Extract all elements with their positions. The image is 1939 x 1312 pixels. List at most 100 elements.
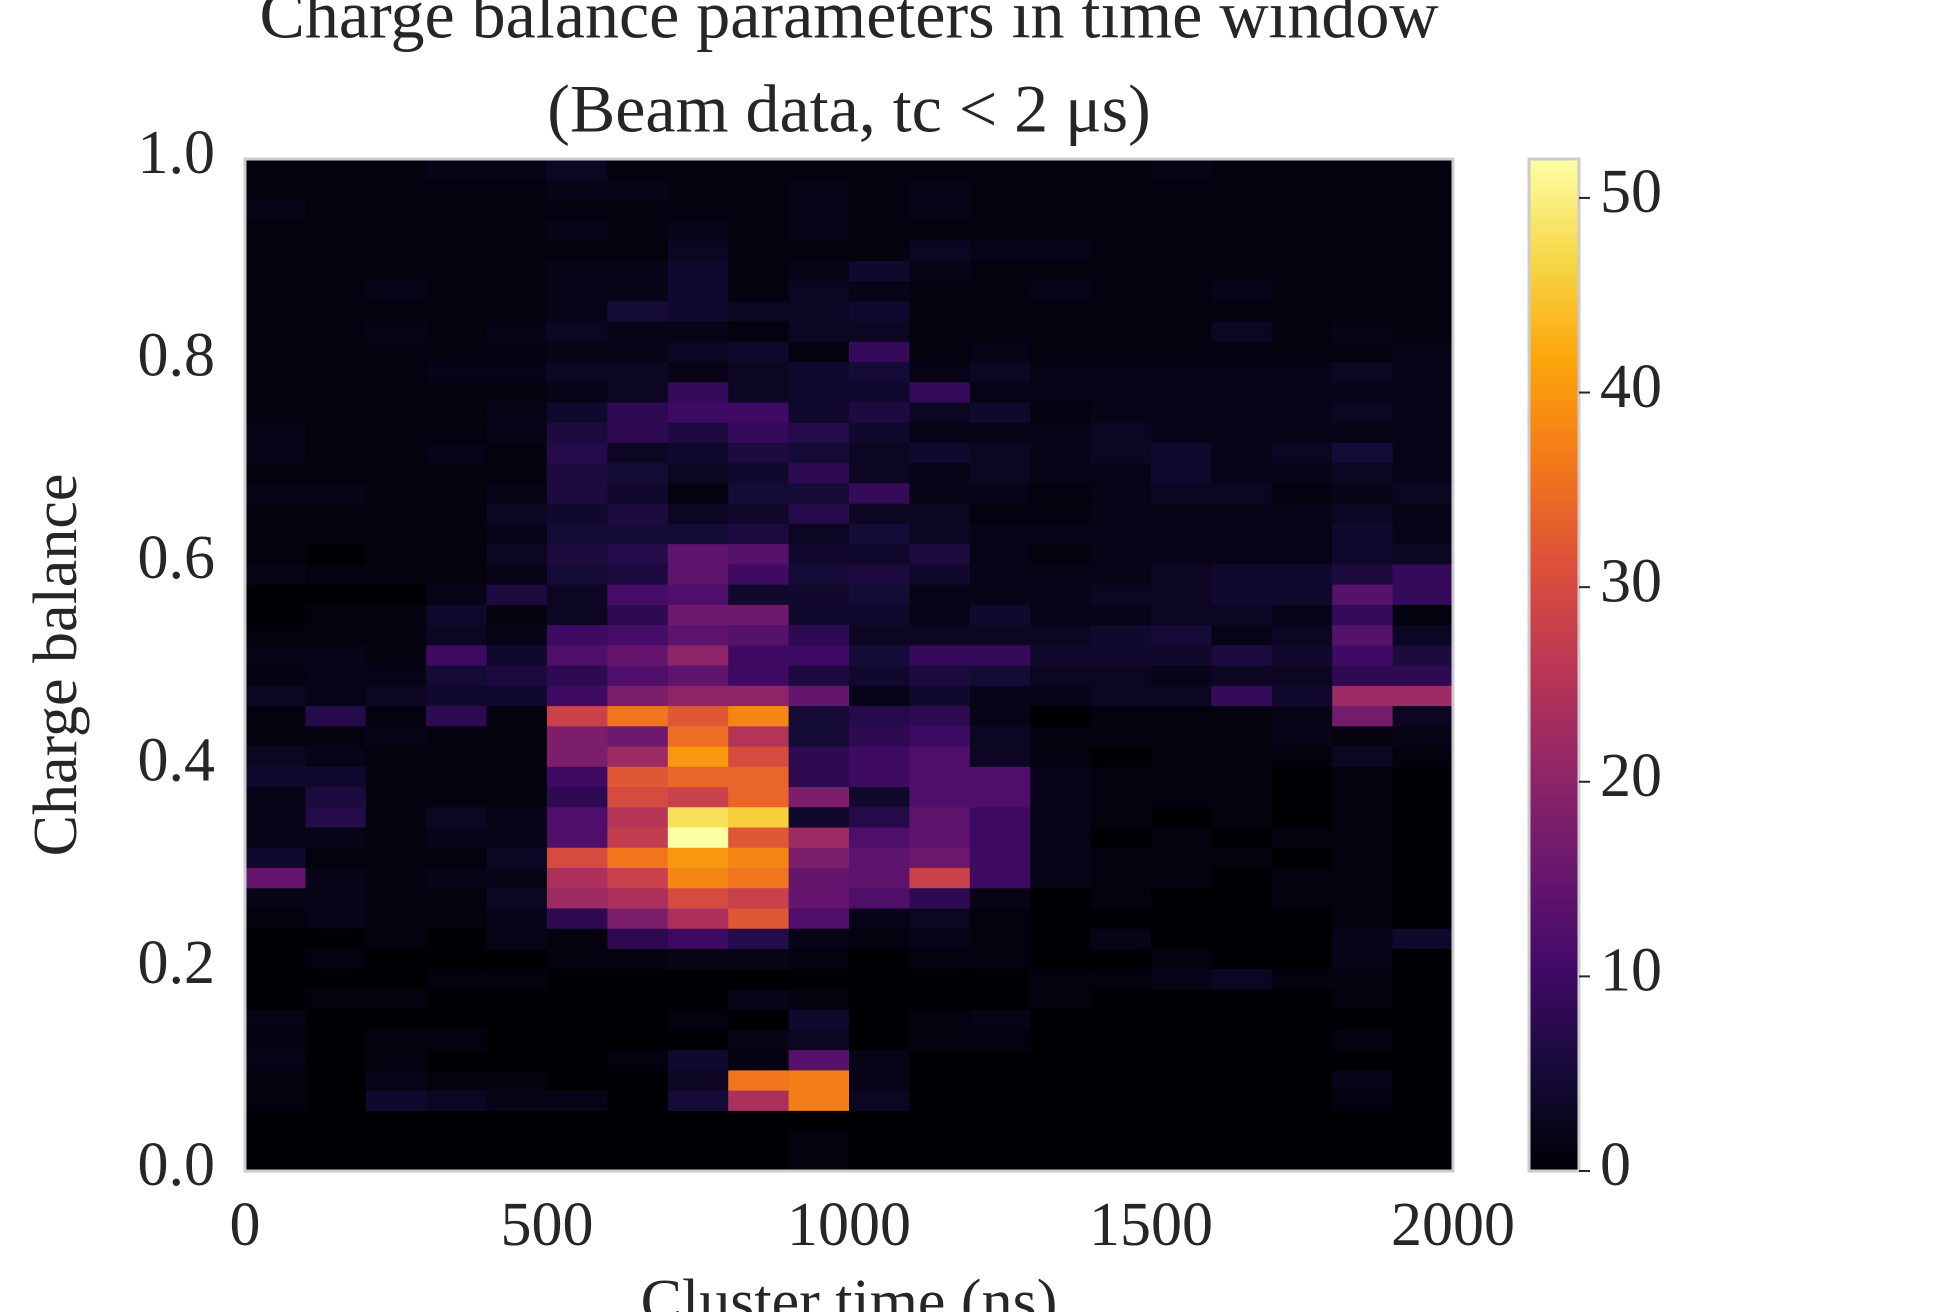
heatmap-cell [788, 482, 850, 504]
heatmap-cell [1392, 928, 1454, 949]
heatmap-cell [486, 644, 548, 666]
heatmap-cell [909, 1130, 971, 1152]
heatmap-cell [1211, 624, 1273, 646]
heatmap-cell [849, 280, 910, 302]
colorbar-tick-label: 40 [1600, 353, 1662, 421]
heatmap-cell [486, 745, 548, 767]
heatmap-cell [365, 1069, 427, 1091]
heatmap-cell [245, 968, 306, 990]
heatmap-cell [969, 685, 1031, 707]
heatmap-cell [1211, 907, 1273, 929]
heatmap-cell [1151, 361, 1212, 383]
heatmap-cell [486, 826, 548, 848]
heatmap-cell [849, 159, 910, 180]
heatmap-cell [1090, 219, 1152, 241]
heatmap-cell [1392, 563, 1454, 585]
heatmap-cell [849, 503, 910, 524]
heatmap-cell [1332, 685, 1394, 707]
heatmap-cell [365, 1009, 427, 1030]
heatmap-cell [728, 745, 790, 767]
heatmap-cell [909, 442, 971, 464]
heatmap-cell [1151, 624, 1212, 646]
heatmap-cell [667, 381, 729, 403]
heatmap-cell [849, 199, 910, 221]
heatmap-cell [1030, 867, 1092, 889]
heatmap [245, 159, 1454, 1172]
heatmap-cell [1090, 543, 1152, 565]
heatmap-cell [728, 159, 790, 180]
heatmap-cell [1271, 341, 1333, 362]
heatmap-cell [1392, 1049, 1454, 1071]
heatmap-cell [1151, 685, 1212, 707]
heatmap-cell [1090, 1009, 1152, 1030]
heatmap-cell [547, 1130, 608, 1152]
heatmap-cell [849, 725, 910, 747]
heatmap-cell [1271, 482, 1333, 504]
heatmap-cell [1392, 219, 1454, 241]
heatmap-cell [1332, 422, 1394, 443]
heatmap-cell [547, 159, 608, 180]
heatmap-cell [1211, 584, 1273, 605]
heatmap-cell [607, 341, 669, 362]
heatmap-cell [486, 766, 548, 788]
heatmap-cell [547, 624, 608, 646]
heatmap-cell [486, 1069, 548, 1091]
heatmap-cell [486, 665, 548, 686]
heatmap-cell [728, 988, 790, 1010]
heatmap-cell [667, 604, 729, 626]
heatmap-cell [1030, 644, 1092, 666]
heatmap-cell [245, 300, 306, 322]
heatmap-cell [788, 806, 850, 828]
heatmap-cell [1392, 887, 1454, 909]
heatmap-cell [969, 847, 1031, 868]
heatmap-cell [305, 320, 367, 342]
heatmap-cell [1090, 685, 1152, 707]
heatmap-cell [426, 300, 488, 322]
heatmap-cell [245, 1049, 306, 1071]
heatmap-cell [426, 159, 488, 180]
heatmap-cell [788, 563, 850, 585]
heatmap-cell [667, 361, 729, 383]
heatmap-cell [426, 422, 488, 443]
heatmap-cell [305, 239, 367, 261]
heatmap-cell [305, 280, 367, 302]
heatmap-cell [1211, 280, 1273, 302]
heatmap-cell [1392, 685, 1454, 707]
heatmap-cell [305, 381, 367, 403]
heatmap-cell [788, 826, 850, 848]
heatmap-cell [969, 1029, 1031, 1051]
heatmap-cell [486, 381, 548, 403]
heatmap-cell [1332, 219, 1394, 241]
heatmap-cell [426, 442, 488, 464]
heatmap-cell [1030, 1029, 1092, 1051]
heatmap-cell [1392, 826, 1454, 848]
heatmap-cell [365, 867, 427, 889]
heatmap-cell [969, 806, 1031, 828]
heatmap-cell [1332, 644, 1394, 666]
heatmap-cell [1392, 584, 1454, 605]
heatmap-cell [667, 523, 729, 545]
heatmap-cell [607, 239, 669, 261]
heatmap-cell [909, 745, 971, 767]
heatmap-cell [1211, 604, 1273, 626]
heatmap-cell [426, 604, 488, 626]
heatmap-cell [1332, 280, 1394, 302]
heatmap-cell [426, 523, 488, 545]
heatmap-cell [1090, 1069, 1152, 1091]
heatmap-cell [909, 907, 971, 929]
heatmap-cell [607, 604, 669, 626]
heatmap-cell [728, 199, 790, 221]
heatmap-cell [365, 320, 427, 342]
heatmap-cell [788, 219, 850, 241]
heatmap-cell [547, 725, 608, 747]
heatmap-cell [728, 442, 790, 464]
heatmap-cell [667, 543, 729, 565]
heatmap-cell [1392, 1150, 1454, 1172]
heatmap-cell [1030, 1130, 1092, 1152]
heatmap-cell [1151, 1009, 1212, 1030]
heatmap-cell [607, 584, 669, 605]
heatmap-cell [1090, 1110, 1152, 1132]
heatmap-cell [1271, 907, 1333, 929]
heatmap-cell [245, 442, 306, 464]
heatmap-cell [547, 219, 608, 241]
